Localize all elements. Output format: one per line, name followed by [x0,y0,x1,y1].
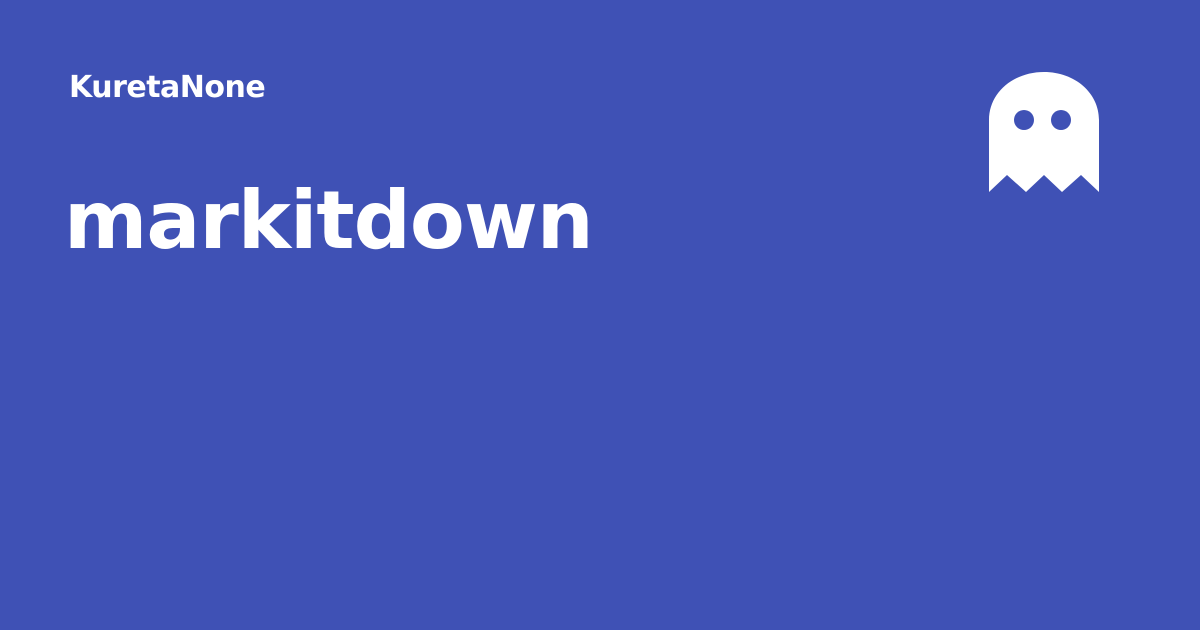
repository-owner: KuretaNone [69,70,266,105]
repository-name: markitdown [64,174,594,267]
ghost-icon [989,72,1099,192]
